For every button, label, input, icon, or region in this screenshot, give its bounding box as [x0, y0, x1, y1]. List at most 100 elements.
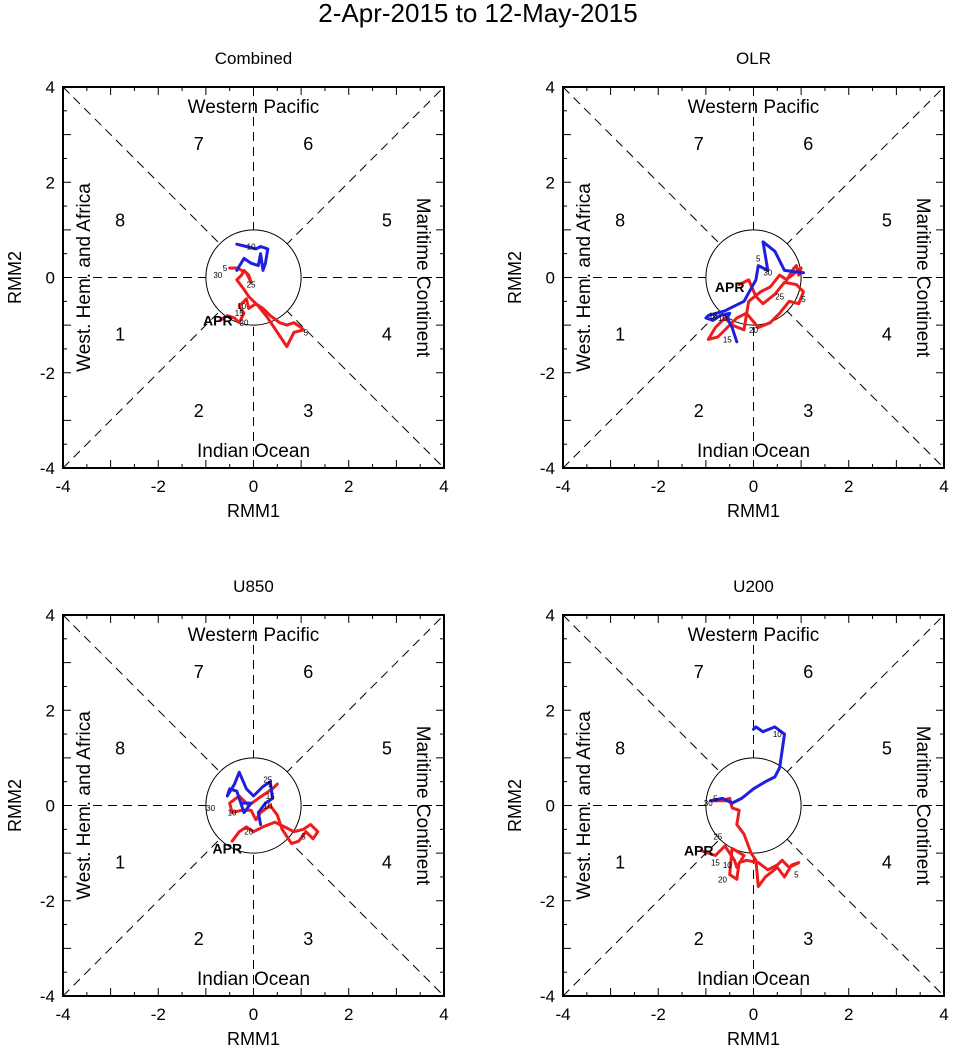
panel-title: U200: [733, 577, 774, 596]
y-tick-label: 2: [46, 701, 55, 720]
phase-number-1: 1: [615, 325, 625, 345]
day-label: 5: [756, 254, 761, 263]
y-tick-label: -4: [540, 987, 555, 1006]
y-tick-label: -2: [540, 364, 555, 383]
phase-number-5: 5: [882, 738, 892, 758]
region-label-left: West. Hem. and Africa: [574, 711, 595, 900]
phase-number-1: 1: [115, 325, 125, 345]
phase-number-8: 8: [615, 738, 625, 758]
day-label: 5: [268, 780, 273, 789]
x-tick-label: -2: [651, 477, 666, 496]
day-label: 10: [228, 809, 237, 818]
y-tick-label: -2: [540, 892, 555, 911]
day-label: 30: [206, 804, 215, 813]
phase-number-7: 7: [694, 662, 704, 682]
region-label-left: West. Hem. and Africa: [574, 183, 595, 372]
x-tick-label: -4: [555, 477, 570, 496]
x-tick-label: -2: [151, 477, 166, 496]
region-label-right: Maritime Continent: [412, 198, 433, 358]
region-label-top: Western Pacific: [688, 625, 820, 646]
phase-number-4: 4: [382, 325, 392, 345]
day-label: 30: [213, 271, 222, 280]
x-tick-label: 4: [939, 477, 948, 496]
phase-number-3: 3: [803, 401, 813, 421]
x-tick-label: 0: [749, 1005, 758, 1024]
y-axis-label: RMM2: [505, 251, 525, 304]
panel-title: U850: [233, 577, 274, 596]
x-tick-label: 2: [344, 1005, 353, 1024]
day-label: 5: [801, 295, 806, 304]
y-tick-label: 4: [46, 78, 55, 97]
x-tick-label: -2: [151, 1005, 166, 1024]
y-tick-label: 4: [46, 606, 55, 625]
day-label: 10: [709, 312, 718, 321]
x-tick-label: -4: [555, 1005, 570, 1024]
y-axis-label: RMM2: [5, 251, 25, 304]
x-tick-label: 0: [749, 477, 758, 496]
day-label: 10: [723, 861, 732, 870]
month-label: APR: [203, 312, 233, 328]
day-label: 15: [723, 335, 732, 344]
x-tick-label: -4: [55, 1005, 70, 1024]
x-tick-label: -2: [651, 1005, 666, 1024]
x-axis-label: RMM1: [227, 501, 280, 521]
day-label: 25: [775, 293, 784, 302]
x-tick-label: 2: [344, 477, 353, 496]
figure-title: 2-Apr-2015 to 12-May-2015: [318, 0, 637, 28]
x-axis-label: RMM1: [727, 501, 780, 521]
phase-number-2: 2: [694, 929, 704, 949]
day-label: 10: [718, 314, 727, 323]
phase-number-5: 5: [882, 210, 892, 230]
x-tick-label: 4: [439, 477, 448, 496]
y-tick-label: -2: [40, 364, 55, 383]
series-line-april: [218, 266, 305, 349]
phase-number-1: 1: [615, 853, 625, 873]
x-tick-label: 4: [439, 1005, 448, 1024]
y-tick-label: 2: [546, 701, 555, 720]
x-axis-label: RMM1: [727, 1029, 780, 1049]
day-label: 5: [223, 264, 228, 273]
day-label: 20: [240, 319, 249, 328]
region-label-bottom: Indian Ocean: [697, 969, 810, 990]
phase-number-8: 8: [115, 210, 125, 230]
phase-number-5: 5: [382, 210, 392, 230]
x-tick-label: 0: [249, 477, 258, 496]
phase-number-2: 2: [194, 929, 204, 949]
series-line-may: [235, 242, 270, 272]
region-label-top: Western Pacific: [188, 625, 320, 646]
x-tick-label: 0: [249, 1005, 258, 1024]
day-label: 30: [763, 269, 772, 278]
day-label: 15: [235, 309, 244, 318]
x-axis-label: RMM1: [227, 1029, 280, 1049]
x-tick-label: 2: [844, 477, 853, 496]
series-line-april: [228, 782, 320, 846]
y-tick-label: 2: [546, 173, 555, 192]
day-label: 10: [247, 243, 256, 252]
y-tick-label: 2: [46, 173, 55, 192]
day-label: 20: [718, 875, 727, 884]
day-label: 20: [749, 326, 758, 335]
y-tick-label: -4: [40, 987, 55, 1006]
region-label-top: Western Pacific: [688, 97, 820, 118]
x-tick-label: -4: [55, 477, 70, 496]
y-tick-label: 0: [46, 269, 55, 288]
day-label: 20: [244, 828, 253, 837]
y-tick-label: 0: [546, 269, 555, 288]
panel-title: Combined: [215, 49, 293, 68]
phase-panel-u850: U850 -4 -2 0 2 4 -4 -2 0 2 4 RMM1 RMM2 Western Pacifi…: [5, 577, 449, 1049]
y-tick-label: 4: [546, 606, 555, 625]
day-label: 10: [237, 302, 246, 311]
unit-circle: [705, 757, 802, 854]
month-label: APR: [213, 840, 243, 856]
x-tick-label: 2: [844, 1005, 853, 1024]
phase-number-2: 2: [194, 401, 204, 421]
y-axis-label: RMM2: [505, 779, 525, 832]
phase-number-4: 4: [382, 853, 392, 873]
phase-number-6: 6: [803, 134, 813, 154]
series-line-april: [699, 796, 801, 888]
region-label-bottom: Indian Ocean: [197, 969, 310, 990]
series-line-may: [225, 770, 275, 826]
day-label: 25: [263, 775, 272, 784]
day-label: 15: [266, 792, 275, 801]
